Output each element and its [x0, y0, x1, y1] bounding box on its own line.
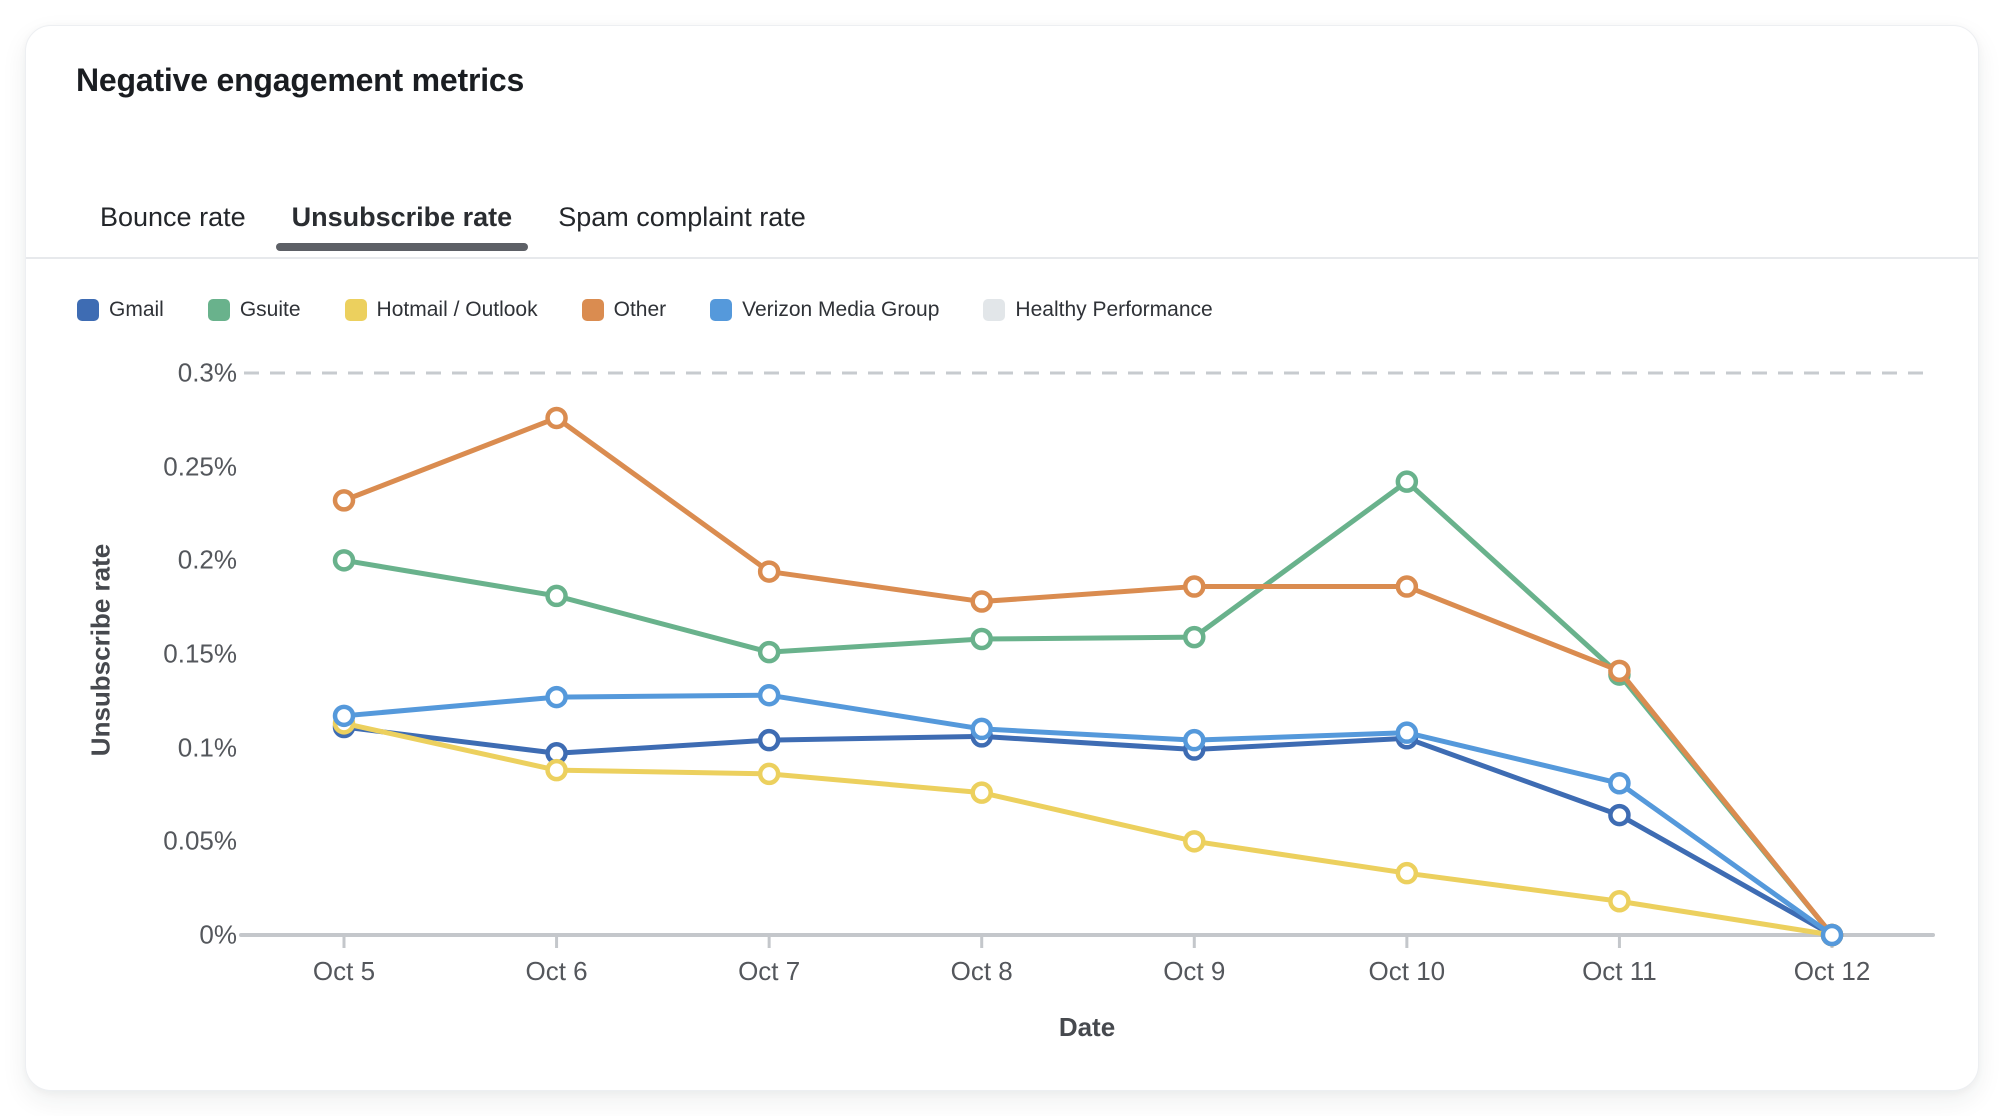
legend-item[interactable]: Gsuite — [207, 298, 301, 322]
data-point — [545, 406, 568, 430]
x-axis-tick-label: Oct 11 — [1582, 956, 1657, 986]
y-axis-tick-labels: 0% 0.05% 0.1% 0.15% 0.2% 0.25% 0.3% — [26, 26, 237, 1090]
data-point — [970, 781, 993, 804]
legend-item[interactable]: Healthy Performance — [983, 298, 1213, 322]
data-point — [1608, 890, 1631, 913]
data-point — [332, 489, 356, 512]
data-point — [1820, 923, 1844, 947]
legend-item[interactable]: Other — [581, 298, 667, 322]
legend-swatch — [581, 299, 604, 321]
y-axis-tick-label: 0.2% — [177, 544, 237, 575]
legend-label: Other — [613, 298, 667, 321]
series-line — [341, 724, 1835, 938]
data-point — [332, 704, 356, 728]
y-axis-tick-label: 0.05% — [163, 825, 237, 856]
y-axis-title: Unsubscribe rate — [85, 543, 116, 757]
legend-label: Healthy Performance — [1015, 298, 1213, 321]
series-line — [341, 479, 1835, 938]
legend-item[interactable]: Verizon Media Group — [710, 298, 939, 322]
data-point — [1395, 575, 1419, 598]
legend-label: Hotmail / Outlook — [376, 298, 538, 321]
legend-item[interactable]: Gmail — [77, 298, 164, 322]
y-axis-tick-label: 0.3% — [177, 357, 237, 388]
series-line — [341, 720, 1835, 938]
data-point — [545, 758, 568, 782]
data-point — [1395, 470, 1419, 493]
legend-label: Gmail — [109, 298, 164, 321]
legend-swatch — [344, 299, 367, 321]
data-point — [1183, 625, 1206, 649]
data-point — [757, 683, 781, 707]
metrics-card: Negative engagement metrics Bounce rate … — [25, 25, 1979, 1091]
data-point — [757, 762, 781, 786]
x-axis-tick-label: Oct 9 — [1163, 956, 1226, 986]
data-point — [332, 549, 356, 572]
x-axis-title: Date — [1058, 1012, 1116, 1042]
x-axis-tick-label: Oct 8 — [950, 956, 1013, 986]
data-point — [970, 627, 993, 651]
data-point — [1395, 721, 1419, 744]
page-title: Negative engagement metrics — [76, 62, 525, 98]
legend-swatch — [710, 299, 733, 321]
x-axis-tick-label: Oct 6 — [525, 956, 588, 986]
data-point — [970, 590, 993, 613]
legend-label: Gsuite — [239, 298, 301, 321]
tab-spam-complaint-rate[interactable]: Spam complaint rate — [558, 202, 806, 232]
series-line — [341, 415, 1835, 938]
x-axis-tick-label: Oct 10 — [1368, 956, 1446, 986]
legend-swatch — [983, 299, 1006, 321]
legend-item[interactable]: Hotmail / Outlook — [344, 298, 538, 322]
data-point — [757, 560, 781, 583]
tab-unsubscribe-rate[interactable]: Unsubscribe rate — [275, 201, 528, 251]
legend-swatch — [77, 299, 99, 321]
x-axis-tick-label: Oct 5 — [312, 956, 376, 986]
chart-canvas — [239, 371, 1935, 948]
data-point — [1183, 830, 1206, 853]
data-point — [1395, 861, 1419, 885]
series-line — [341, 692, 1835, 938]
data-point — [757, 640, 781, 664]
data-point — [1608, 659, 1631, 683]
data-point — [1608, 772, 1631, 795]
y-axis-tick-label: 0% — [199, 919, 237, 950]
chart-legend: Gmail Gsuite Hotmail / Outlook Other Verizon… — [77, 298, 1213, 322]
data-point — [545, 685, 568, 709]
data-point — [970, 717, 993, 741]
tab-bounce-rate[interactable]: Bounce rate — [100, 202, 246, 232]
tab-bar: Bounce rate Unsubscribe rate Spam compla… — [100, 201, 806, 251]
x-axis-tick-label: Oct 7 — [738, 956, 801, 986]
data-point — [1183, 728, 1206, 752]
data-point — [545, 584, 568, 608]
data-point — [1608, 803, 1631, 827]
data-point — [1183, 575, 1206, 598]
y-axis-tick-label: 0.25% — [163, 451, 237, 482]
x-axis-tick-label: Oct 12 — [1793, 956, 1871, 986]
y-axis-tick-label: 0.1% — [177, 732, 237, 763]
legend-swatch — [207, 299, 230, 321]
data-point — [757, 728, 781, 752]
y-axis-tick-label: 0.15% — [163, 638, 237, 669]
tab-divider — [26, 257, 1978, 259]
legend-label: Verizon Media Group — [742, 298, 940, 321]
